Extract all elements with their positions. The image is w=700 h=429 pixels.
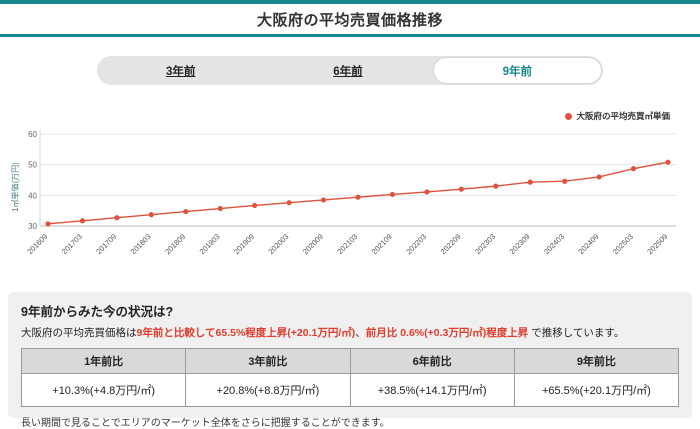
svg-text:201703: 201703	[60, 232, 84, 256]
tab-3-years-ago[interactable]: 3年前	[97, 56, 264, 85]
svg-text:202203: 202203	[404, 232, 428, 256]
svg-text:201903: 201903	[198, 232, 222, 256]
svg-text:30: 30	[28, 222, 37, 231]
tab-9-years-label: 9年前	[502, 65, 533, 78]
svg-text:201803: 201803	[129, 232, 153, 256]
tab-6-years-ago[interactable]: 6年前	[264, 56, 431, 85]
chart-section: 大阪府の平均売買㎡単価 1㎡単価(万円) 30 40 50 60 201609 20170…	[0, 100, 700, 292]
summary-highlight-month: 前月比 0.6%(+0.3万円/㎡)程度上昇	[365, 327, 529, 339]
comparison-table-header-row: 1年前比 3年前比 6年前比 9年前比	[20, 348, 680, 375]
period-tabs: 3年前 6年前 9年前	[97, 56, 603, 85]
summary-panel: 9年前からみた今の状況は? 大阪府の平均売買価格は9年前と比較して65.5%程度…	[8, 292, 692, 429]
svg-text:202003: 202003	[266, 232, 290, 256]
summary-text-separator: 、	[355, 327, 366, 339]
price-trend-chart: 30 40 50 60 201609 201703 201709 201803 201809 20…	[25, 130, 676, 256]
svg-text:60: 60	[28, 130, 37, 139]
tab-9-years-ago[interactable]: 9年前	[433, 58, 601, 83]
page-header: 大阪府の平均売買価格推移	[0, 0, 700, 37]
table-value-6yr: +38.5%(+14.1万円/㎡)	[349, 373, 515, 408]
svg-text:202109: 202109	[370, 232, 394, 256]
table-header-1yr: 1年前比	[20, 348, 187, 375]
svg-text:202503: 202503	[611, 232, 635, 256]
svg-text:201909: 201909	[232, 232, 256, 256]
summary-highlight-9yr: 9年前と比較して65.5%程度上昇(+20.1万円/㎡)	[136, 327, 356, 339]
svg-text:202409: 202409	[576, 232, 600, 256]
legend-label: 大阪府の平均売買㎡単価	[576, 111, 670, 121]
svg-text:202509: 202509	[645, 232, 669, 256]
svg-text:201609: 201609	[25, 232, 49, 256]
svg-text:202403: 202403	[542, 232, 566, 256]
summary-heading: 9年前からみた今の状況は?	[21, 305, 174, 319]
table-header-3yr: 3年前比	[185, 348, 351, 375]
summary-text-prefix: 大阪府の平均売買価格は	[21, 327, 137, 339]
svg-text:202103: 202103	[335, 232, 359, 256]
table-header-9yr: 9年前比	[513, 348, 680, 375]
table-value-1yr: +10.3%(+4.8万円/㎡)	[20, 373, 187, 408]
svg-text:202009: 202009	[301, 232, 325, 256]
svg-text:202309: 202309	[508, 232, 532, 256]
y-axis-label: 1㎡単価(万円)	[11, 162, 20, 212]
tab-3-years-label[interactable]: 3年前	[165, 65, 196, 78]
comparison-table-value-row: +10.3%(+4.8万円/㎡) +20.8%(+8.8万円/㎡) +38.5%…	[20, 373, 680, 408]
svg-text:50: 50	[28, 161, 37, 170]
svg-text:202303: 202303	[473, 232, 497, 256]
summary-text: 大阪府の平均売買価格は9年前と比較して65.5%程度上昇(+20.1万円/㎡)、…	[21, 326, 679, 340]
summary-text-suffix: で推移しています。	[528, 327, 625, 339]
svg-text:201709: 201709	[94, 232, 118, 256]
tab-6-years-label[interactable]: 6年前	[333, 65, 363, 78]
table-value-9yr: +65.5%(+20.1万円/㎡)	[513, 373, 680, 408]
comparison-table: 1年前比 3年前比 6年前比 9年前比 +10.3%(+4.8万円/㎡) +20…	[20, 348, 680, 408]
page-title: 大阪府の平均売買価格推移	[256, 11, 443, 29]
svg-text:40: 40	[28, 191, 37, 200]
table-header-6yr: 6年前比	[349, 348, 515, 375]
svg-text:202209: 202209	[439, 232, 463, 256]
table-value-3yr: +20.8%(+8.8万円/㎡)	[185, 373, 351, 408]
svg-text:201809: 201809	[163, 232, 187, 256]
legend-dot-icon	[565, 112, 573, 120]
chart-legend: 大阪府の平均売買㎡単価	[565, 110, 670, 122]
summary-note: 長い期間で見ることでエリアのマーケット全体をさらに把握することができます。	[21, 418, 390, 429]
